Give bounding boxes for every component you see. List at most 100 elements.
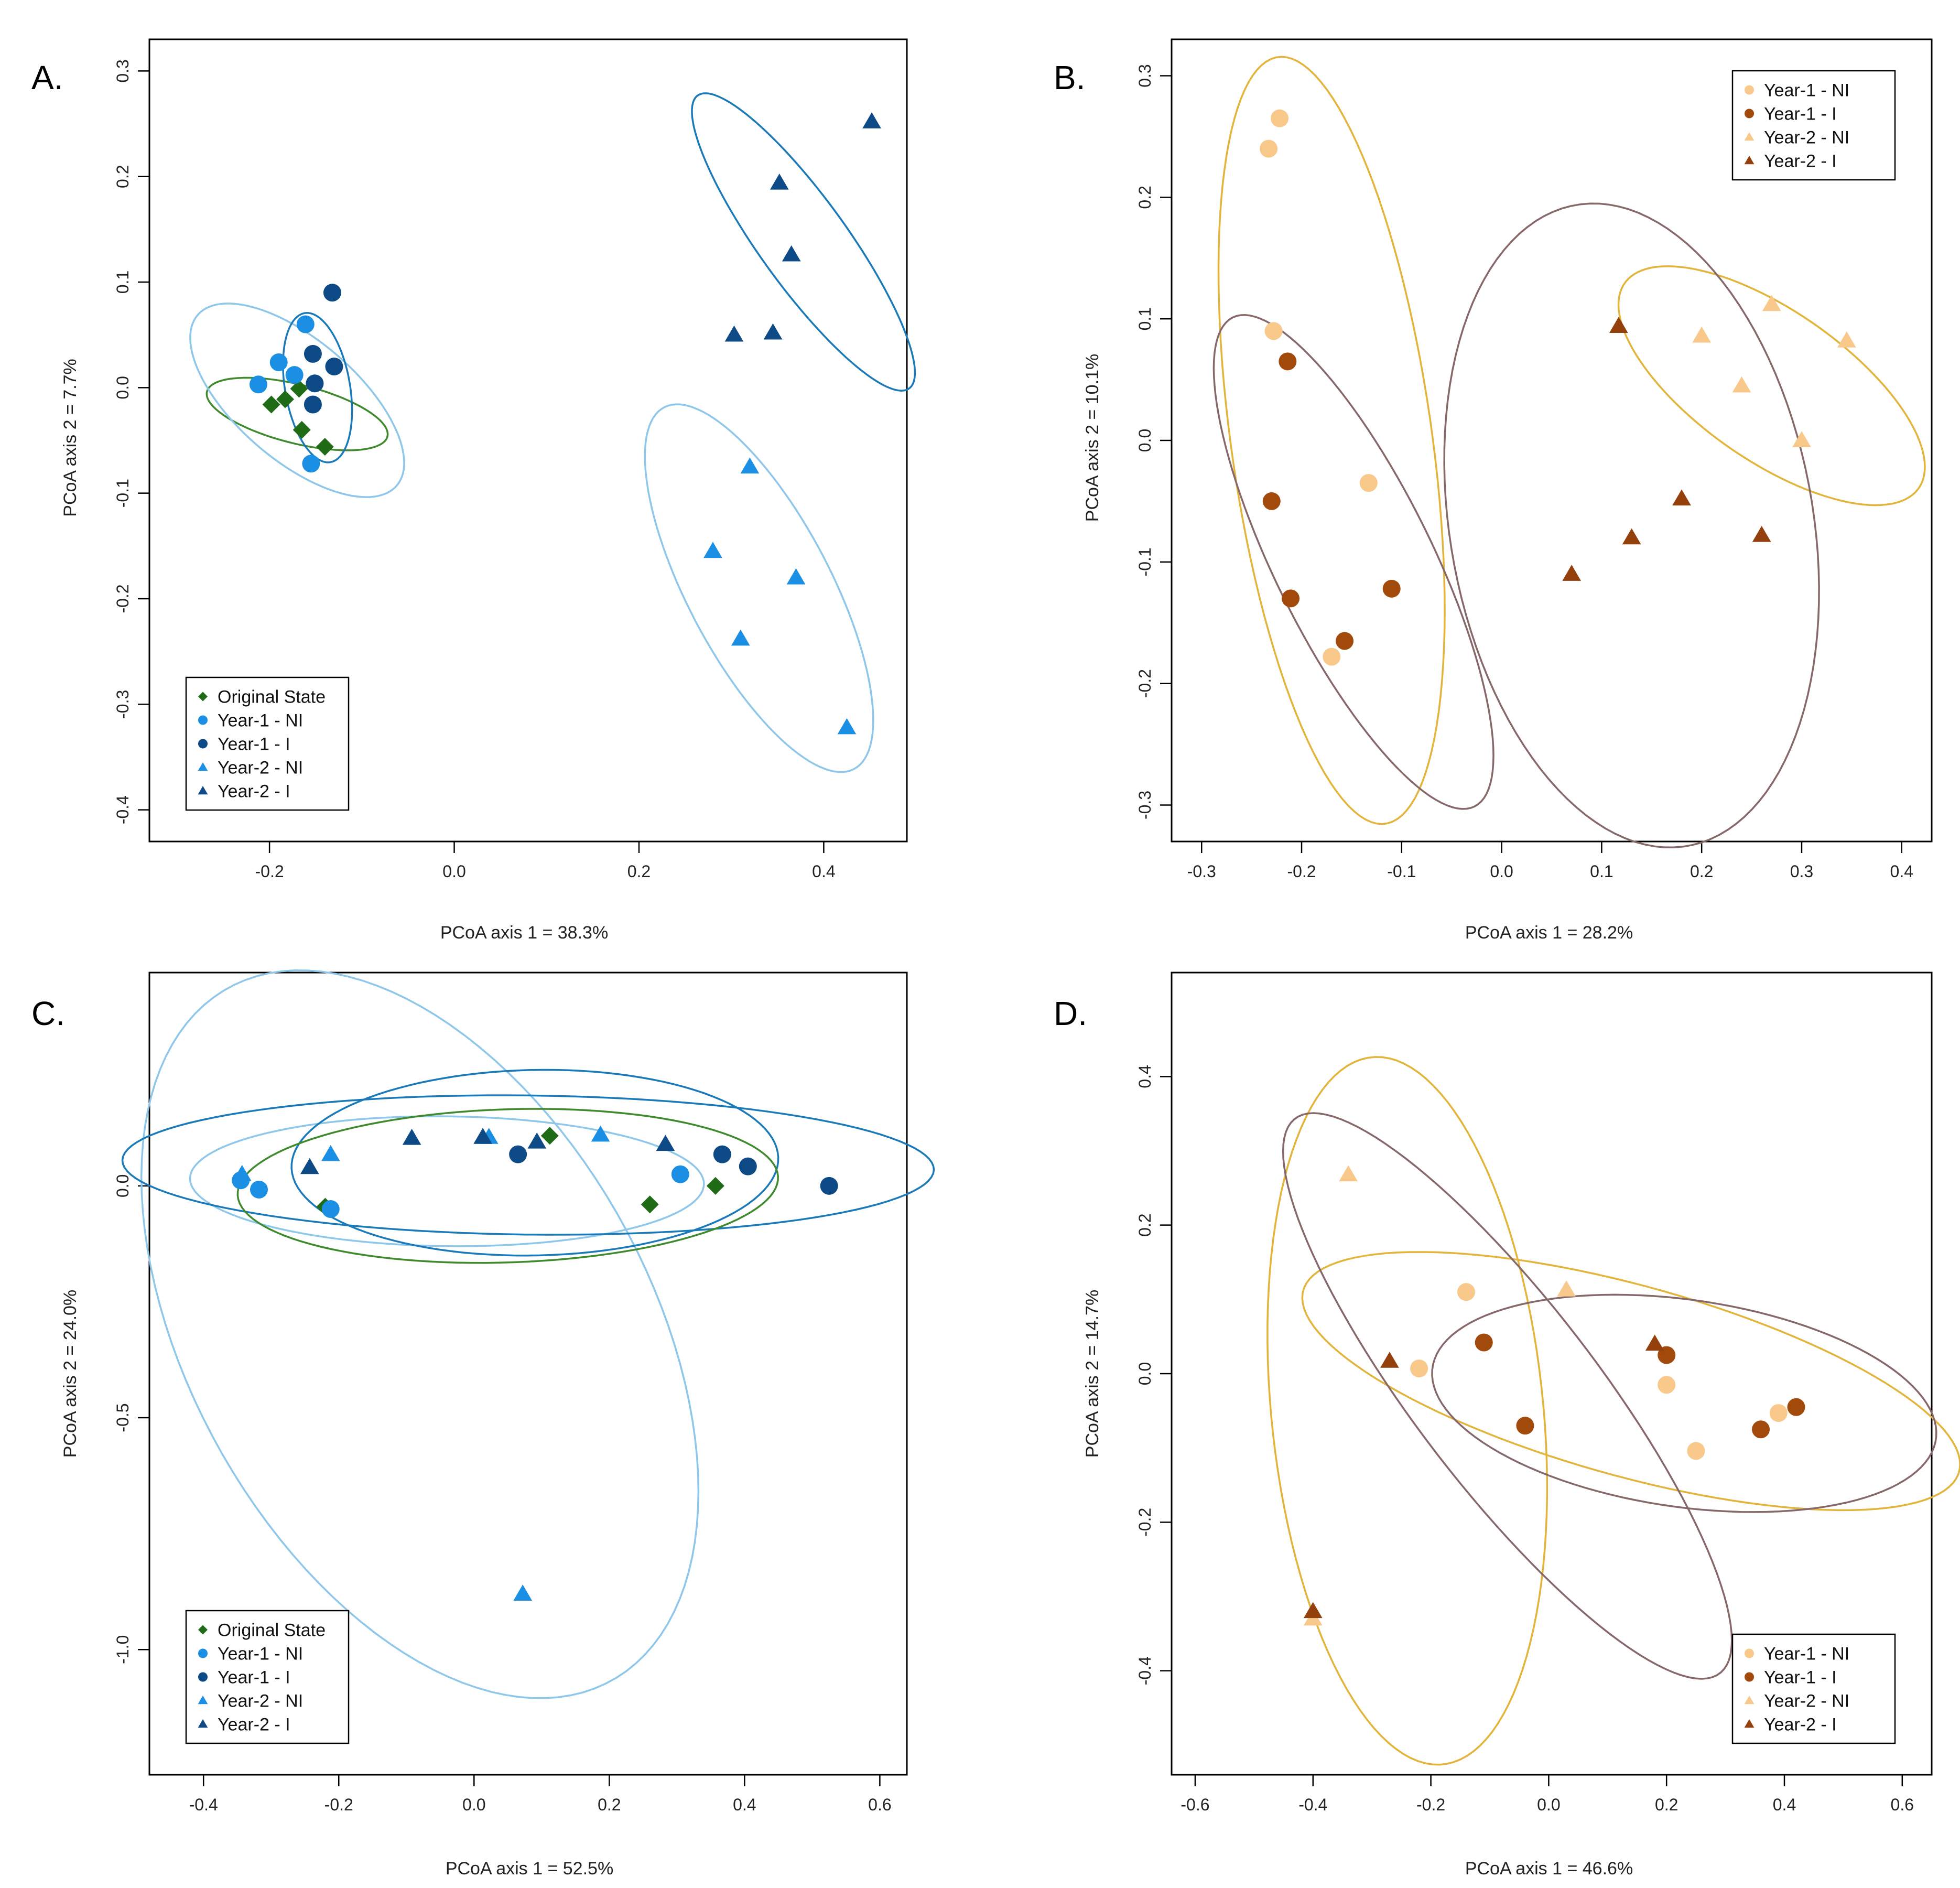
panel-a-legend-marker bbox=[198, 762, 208, 771]
panel-c-point bbox=[713, 1145, 731, 1163]
panel-d-plot-area: -0.6 -0.4 -0.2 0.0 0.2 0.4 0.6 -0.4 -0.2 0.0 0.2 0.… bbox=[1135, 972, 1960, 1814]
panel-c-plot-area: -0.4 -0.2 0.0 0.2 0.4 0.6 -1.0 -0.5 0.0 Original … bbox=[113, 969, 935, 1814]
panel-b-y-tick-label: 0.3 bbox=[1135, 64, 1154, 87]
panel-a-point bbox=[293, 420, 311, 439]
panel-a-letter: A. bbox=[31, 59, 63, 96]
panel-c-ellipse bbox=[140, 969, 700, 1699]
panel-a-point bbox=[290, 380, 308, 398]
panel-a-y-tick-label: 0.0 bbox=[113, 376, 132, 399]
panel-a-legend-marker bbox=[198, 692, 208, 702]
panel-a-point bbox=[304, 395, 322, 414]
panel-c-point bbox=[232, 1164, 252, 1181]
panel-c-ellipse bbox=[121, 1094, 935, 1236]
panel-a-point bbox=[269, 353, 288, 372]
panel-b-x-tick-label: 0.1 bbox=[1590, 862, 1613, 881]
panel-a-point bbox=[249, 375, 267, 394]
panel-c-x-axis-label: PCoA axis 1 = 52.5% bbox=[446, 1859, 613, 1879]
panel-d-legend-box bbox=[1731, 1633, 1896, 1744]
panel-c-point bbox=[509, 1145, 527, 1163]
panel-b-legend-label: Year-1 - NI bbox=[1764, 81, 1849, 101]
panel-d-point bbox=[1645, 1334, 1664, 1351]
panel-c-point bbox=[513, 1584, 533, 1601]
panel-c-ellipse bbox=[189, 1115, 705, 1247]
panel-d-ellipse bbox=[1301, 1251, 1960, 1512]
panel-d-point bbox=[1457, 1283, 1476, 1301]
panel-b-point bbox=[1382, 579, 1401, 598]
panel-a-legend-label: Year-1 - NI bbox=[218, 711, 303, 731]
panel-b-point bbox=[1562, 565, 1582, 581]
panel-c-frame bbox=[148, 972, 908, 1776]
panel-d-legend-label: Year-2 - NI bbox=[1764, 1691, 1849, 1711]
panel-d-x-tick-label: 0.2 bbox=[1655, 1795, 1678, 1814]
panel-c-legend-marker bbox=[198, 1625, 208, 1635]
panel-d-point bbox=[1475, 1333, 1493, 1352]
panel-d-y-tick-label: -0.2 bbox=[1135, 1508, 1154, 1537]
panel-a-y-tick-label: -0.3 bbox=[113, 690, 132, 719]
panel-d-point bbox=[1658, 1376, 1676, 1394]
panel-b-legend-marker bbox=[1745, 109, 1754, 118]
panel-a: A. -0.2 0.0 0.2 0.4 -0.4 -0.3 -0.2 -0.1 0.0 0.1 0.… bbox=[31, 38, 916, 943]
panel-d-x-tick-label: -0.4 bbox=[1298, 1795, 1327, 1814]
panel-b-x-tick-label: 0.4 bbox=[1890, 862, 1913, 881]
panel-a-legend-marker bbox=[198, 715, 208, 725]
panel-b-y-tick-label: 0.1 bbox=[1135, 307, 1154, 330]
panel-b-point bbox=[1271, 109, 1289, 127]
panel-d-point bbox=[1787, 1398, 1805, 1416]
panel-a-x-axis-label: PCoA axis 1 = 38.3% bbox=[440, 923, 608, 943]
panel-c-letter: C. bbox=[31, 995, 65, 1032]
panel-d-y-axis-label: PCoA axis 2 = 14.7% bbox=[1082, 1290, 1102, 1458]
panel-b-x-axis-label: PCoA axis 1 = 28.2% bbox=[1465, 923, 1633, 943]
panel-a-ellipse bbox=[644, 403, 874, 773]
panel-c-y-tick-label: -0.5 bbox=[113, 1403, 132, 1432]
panel-c-point bbox=[540, 1127, 559, 1145]
panel-a-ellipse bbox=[205, 376, 389, 451]
panel-b-point bbox=[1837, 331, 1856, 348]
panel-a-x-tick-label: 0.4 bbox=[812, 862, 835, 881]
panel-d-point bbox=[1687, 1442, 1705, 1460]
panel-d-ellipse bbox=[1282, 1112, 1733, 1680]
panel-c-point bbox=[641, 1195, 659, 1214]
panel-b-letter: B. bbox=[1054, 59, 1085, 96]
panel-a-legend-label: Original State bbox=[218, 687, 326, 707]
panel-d-y-tick-label: 0.2 bbox=[1135, 1213, 1154, 1236]
panel-a-point bbox=[731, 629, 750, 646]
panel-b-y-tick-label: -0.2 bbox=[1135, 669, 1154, 698]
panel-a-x-tick-label: 0.0 bbox=[442, 862, 465, 881]
panel-c-x-tick-label: 0.6 bbox=[868, 1795, 891, 1814]
panel-a-point bbox=[285, 366, 304, 384]
panel-a-legend-marker bbox=[198, 786, 208, 795]
panel-c-point bbox=[671, 1165, 689, 1183]
panel-b-point bbox=[1359, 474, 1378, 492]
panel-c-point bbox=[402, 1128, 421, 1145]
panel-c-point bbox=[739, 1157, 757, 1175]
panel-b-legend: Year-1 - NI Year-1 - I Year-2 - NI Year-2 -… bbox=[1731, 70, 1896, 181]
panel-c: C. -0.4 -0.2 0.0 0.2 0.4 0.6 -1.0 -0.5 0.0 Origin… bbox=[31, 969, 935, 1879]
panel-c-y-tick-label: -1.0 bbox=[113, 1635, 132, 1664]
panel-c-point bbox=[706, 1177, 724, 1195]
panel-b-ellipse bbox=[1617, 265, 1926, 506]
panel-c-x-tick-label: -0.4 bbox=[189, 1795, 218, 1814]
panel-a-point bbox=[770, 173, 789, 190]
panel-c-point bbox=[656, 1135, 675, 1151]
panel-d-point bbox=[1557, 1280, 1576, 1297]
panel-a-legend-label: Year-2 - I bbox=[218, 782, 290, 802]
panel-d-legend-marker bbox=[1745, 1648, 1754, 1658]
panel-a-y-tick-label: -0.4 bbox=[113, 795, 132, 824]
panel-d-legend-label: Year-1 - I bbox=[1764, 1668, 1837, 1688]
panel-a-point bbox=[325, 358, 343, 376]
panel-d: D. -0.6 -0.4 -0.2 0.0 0.2 0.4 0.6 -0.4 -0.2 0.0 0.… bbox=[1054, 972, 1960, 1879]
panel-a-point bbox=[306, 374, 324, 393]
panel-b-ellipse bbox=[1217, 56, 1446, 825]
panel-c-ellipse bbox=[290, 1069, 779, 1257]
panel-c-x-tick-label: -0.2 bbox=[324, 1795, 353, 1814]
panel-d-point bbox=[1752, 1420, 1770, 1439]
panel-c-legend-label: Original State bbox=[218, 1621, 326, 1641]
panel-c-legend: Original State Year-1 - NI Year-1 - I Year-… bbox=[185, 1610, 350, 1744]
panel-a-legend-box bbox=[185, 676, 350, 811]
panel-a-plot-area: -0.2 0.0 0.2 0.4 -0.4 -0.3 -0.2 -0.1 0.0 0.1 0.2 0.… bbox=[113, 38, 916, 881]
panel-b: B. -0.3 -0.2 -0.1 0.0 0.1 0.2 0.3 0.4-0.3-0.2-0… bbox=[1054, 38, 1933, 943]
panel-b-y-tick-label: -0.3 bbox=[1135, 791, 1154, 819]
panel-a-x-tick-label: -0.2 bbox=[255, 862, 284, 881]
panel-a-point bbox=[304, 344, 322, 363]
panel-d-legend-marker bbox=[1744, 1696, 1755, 1704]
